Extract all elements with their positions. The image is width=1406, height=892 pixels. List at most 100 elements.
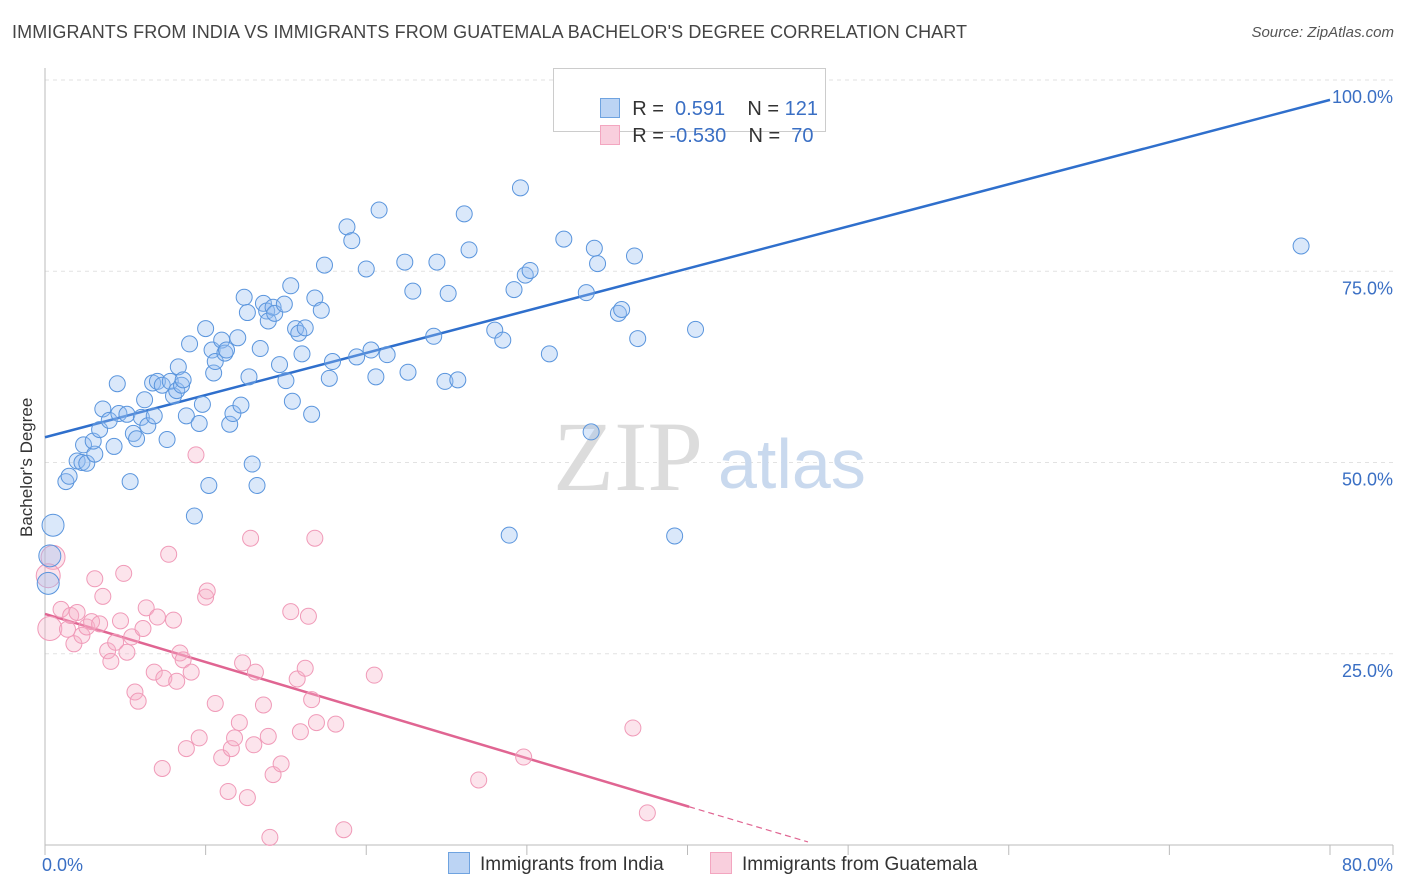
guatemala-point	[296, 659, 314, 677]
india-point	[277, 372, 295, 390]
guatemala-point	[35, 563, 61, 589]
india-point	[100, 411, 118, 429]
guatemala-point	[177, 740, 195, 758]
guatemala-point	[470, 771, 488, 789]
india-point	[324, 353, 342, 371]
india-point	[516, 266, 534, 284]
india-point	[185, 507, 203, 525]
india-point	[505, 281, 523, 299]
india-point	[86, 445, 104, 463]
guatemala-point	[306, 529, 324, 547]
guatemala-point	[282, 603, 300, 621]
legend-row-india: R = 0.591 N = 121	[578, 75, 818, 144]
india-point	[378, 346, 396, 364]
india-point	[168, 382, 186, 400]
india-point	[629, 330, 647, 348]
guatemala-point	[261, 828, 279, 846]
bottom-legend-india: Immigrants from India	[448, 852, 664, 876]
guatemala-point	[246, 663, 264, 681]
india-point	[460, 241, 478, 259]
india-point	[132, 408, 150, 426]
india-point	[293, 345, 311, 363]
india-point	[303, 405, 321, 423]
guatemala-point	[198, 582, 216, 600]
guatemala-point	[254, 696, 272, 714]
india-r-label: R =	[632, 98, 670, 120]
india-point	[362, 341, 380, 359]
india-point	[555, 230, 573, 248]
guatemala-n-value: 70	[785, 125, 814, 147]
guatemala-points	[35, 446, 656, 846]
india-point	[161, 372, 179, 390]
bottom-legend-guatemala: Immigrants from Guatemala	[710, 852, 977, 876]
india-point	[229, 329, 247, 347]
guatemala-point	[291, 723, 309, 741]
india-point	[75, 436, 93, 454]
guatemala-point	[168, 672, 186, 690]
india-points	[36, 179, 1310, 595]
guatemala-point	[222, 740, 240, 758]
india-point	[439, 284, 457, 302]
guatemala-r-label: R =	[632, 125, 670, 147]
guatemala-trend-extension	[688, 806, 809, 843]
india-point	[666, 527, 684, 545]
guatemala-point	[638, 804, 656, 822]
india-point	[399, 363, 417, 381]
guatemala-point	[190, 729, 208, 747]
guatemala-point	[299, 607, 317, 625]
guatemala-point	[226, 729, 244, 747]
trend-lines	[44, 98, 1331, 843]
correlation-legend: R = 0.591 N = 121 R = -0.530 N = 70	[553, 68, 826, 147]
india-point	[577, 284, 595, 302]
india-point	[177, 407, 195, 425]
guatemala-point	[91, 615, 109, 633]
guatemala-point	[52, 600, 70, 618]
guatemala-point	[624, 719, 642, 737]
india-point	[235, 288, 253, 306]
india-point	[190, 414, 208, 432]
x-tick-label: 80.0%	[1342, 855, 1393, 875]
india-point	[357, 260, 375, 278]
india-point	[216, 344, 234, 362]
india-point	[200, 476, 218, 494]
guatemala-point	[259, 727, 277, 745]
tick-labels: 25.0% 50.0% 75.0% 100.0% 0.0% 80.0%	[42, 87, 1393, 875]
india-point	[275, 295, 293, 313]
guatemala-point	[145, 663, 163, 681]
guatemala-point	[182, 663, 200, 681]
india-point	[121, 473, 139, 491]
guatemala-point	[118, 643, 136, 661]
guatemala-point	[148, 608, 166, 626]
y-tick-label: 25.0%	[1342, 661, 1393, 681]
india-point	[287, 320, 305, 338]
guatemala-point	[58, 620, 76, 638]
india-point	[158, 431, 176, 449]
guatemala-point	[107, 633, 125, 651]
gridlines	[45, 79, 1393, 655]
guatemala-point	[126, 683, 144, 701]
india-n-value: 121	[784, 98, 818, 120]
guatemala-point	[303, 691, 321, 709]
india-point	[145, 407, 163, 425]
india-point	[348, 348, 366, 366]
india-point	[197, 320, 215, 338]
watermark-zip: ZIP	[553, 401, 703, 512]
guatemala-point	[129, 692, 147, 710]
guatemala-point	[219, 782, 237, 800]
india-point	[540, 345, 558, 363]
india-point	[218, 341, 236, 359]
bottom-guatemala-label: Immigrants from Guatemala	[742, 854, 978, 875]
guatemala-point	[187, 446, 205, 464]
india-trend-line	[44, 98, 1331, 439]
guatemala-point	[242, 529, 260, 547]
india-point	[243, 455, 261, 473]
guatemala-point	[165, 611, 182, 629]
guatemala-point	[153, 760, 171, 777]
india-point	[625, 247, 643, 265]
india-n-label: N =	[747, 98, 785, 120]
guatemala-point	[197, 588, 215, 606]
guatemala-r-value: -0.530	[669, 125, 727, 147]
india-point	[687, 320, 705, 338]
india-swatch	[600, 98, 621, 118]
india-point	[370, 201, 388, 219]
